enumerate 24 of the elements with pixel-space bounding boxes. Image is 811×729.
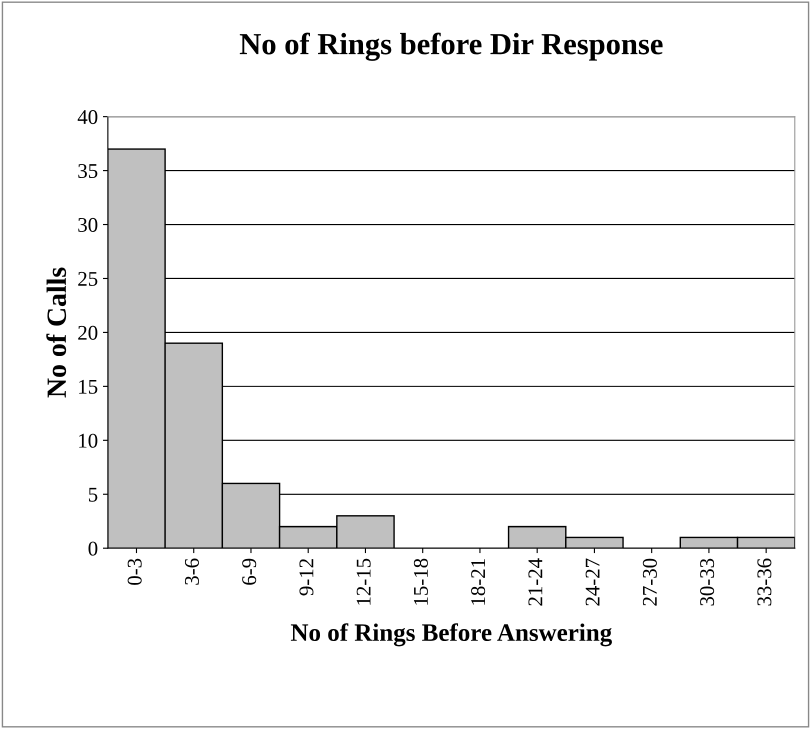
x-tick-label: 6-9 [242, 558, 256, 585]
y-tick-label: 35 [78, 164, 98, 178]
chart-title: No of Rings before Dir Response [240, 32, 663, 61]
x-tick-label: 15-18 [414, 558, 428, 605]
y-tick-label: 0 [88, 542, 98, 556]
x-tick-label: 9-12 [299, 559, 314, 596]
y-tick-label: 25 [78, 272, 98, 286]
x-tick-label: 18-21 [471, 559, 486, 605]
x-tick-label: 3-6 [184, 558, 199, 585]
x-tick-label: 33-36 [757, 558, 772, 606]
y-axis-title: No of Calls [46, 268, 66, 398]
x-tick-label: 30-33 [700, 558, 714, 606]
y-tick-label: 40 [78, 110, 98, 124]
y-tick-label: 15 [79, 380, 98, 394]
y-tick-label: 10 [79, 434, 98, 448]
x-tick-label: 24-27 [586, 558, 600, 606]
x-tick-label: 0-3 [128, 558, 142, 585]
x-tick-label: 12-15 [356, 558, 371, 605]
x-axis-title: No of Rings Before Answering [290, 623, 612, 646]
y-tick-label: 5 [88, 488, 98, 502]
x-tick-label: 27-30 [642, 558, 657, 606]
y-tick-label: 30 [78, 218, 98, 232]
x-tick-label: 21-24 [528, 558, 542, 606]
y-tick-label: 20 [78, 326, 98, 340]
